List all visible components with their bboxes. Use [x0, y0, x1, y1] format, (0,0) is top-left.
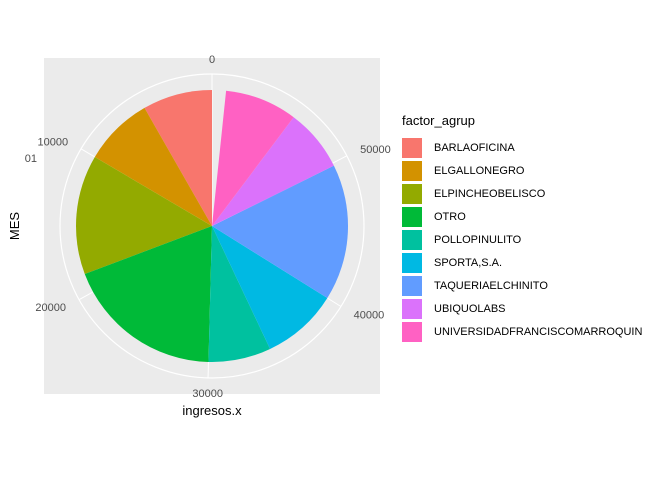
legend-label: SPORTA,S.A.	[434, 256, 503, 269]
pie-slice-otro	[84, 226, 212, 362]
radial-tick-label: 30000	[192, 388, 223, 400]
radial-tick-label: 50000	[360, 144, 391, 156]
legend-label: ELGALLONEGRO	[434, 164, 525, 177]
legend-label: OTRO	[434, 210, 466, 223]
legend-key	[402, 321, 422, 342]
legend-key	[402, 298, 422, 319]
legend-item: SPORTA,S.A.	[402, 251, 642, 274]
legend-item: POLLOPINULITO	[402, 228, 642, 251]
legend-item: BARLAOFICINA	[402, 136, 642, 159]
y-axis-title: MES	[7, 212, 22, 241]
legend-label: ELPINCHEOBELISCO	[434, 187, 546, 200]
legend-label: BARLAOFICINA	[434, 141, 515, 154]
pie-slices	[75, 90, 348, 362]
x-axis-title: ingresos.x	[182, 403, 242, 418]
radial-tick-labels: 0 10000 20000 30000 40000 50000	[35, 54, 390, 400]
legend-item: ELGALLONEGRO	[402, 159, 642, 182]
radial-tick-label: 0	[209, 54, 215, 66]
pie-slice-elpincheobelisco	[75, 156, 212, 275]
pie-slice-elgallonegro	[94, 107, 212, 226]
legend-items: BARLAOFICINA ELGALLONEGRO ELPINCHEOBELISCO…	[402, 136, 642, 343]
radial-tick-label: 40000	[354, 309, 385, 321]
pie-slice-universidadfranciscomarroquin	[212, 90, 294, 226]
legend-title: factor_agrup	[402, 113, 475, 128]
legend-key	[402, 229, 422, 250]
legend-label: UNIVERSIDADFRANCISCOMARROQUIN	[434, 325, 643, 338]
legend-label: UBIQUOLABS	[434, 302, 506, 315]
legend-key	[402, 160, 422, 181]
radial-tick-label: 20000	[35, 302, 66, 314]
pie-slice-barlaoficina	[144, 90, 212, 226]
legend-label: TAQUERIAELCHINITO	[434, 279, 548, 292]
legend-label: POLLOPINULITO	[434, 233, 522, 246]
pie-slice-ubiquolabs	[212, 117, 334, 226]
legend-item: ELPINCHEOBELISCO	[402, 182, 642, 205]
legend-item: UNIVERSIDADFRANCISCOMARROQUIN	[402, 320, 642, 343]
legend-key	[402, 206, 422, 227]
legend-key	[402, 183, 422, 204]
legend-item: OTRO	[402, 205, 642, 228]
legend-key	[402, 252, 422, 273]
radial-tick-label: 10000	[38, 136, 69, 148]
pie-slice-pollopinulito	[208, 226, 271, 362]
y-category-label: 01	[25, 153, 37, 165]
pie-slice-sporta-s-a-	[212, 226, 328, 349]
legend-item: UBIQUOLABS	[402, 297, 642, 320]
legend-key	[402, 275, 422, 296]
legend-item: TAQUERIAELCHINITO	[402, 274, 642, 297]
legend: factor_agrup BARLAOFICINA ELGALLONEGRO ELP…	[402, 113, 642, 343]
pie-slice-taqueriaelchinito	[212, 165, 348, 299]
legend-key	[402, 137, 422, 158]
